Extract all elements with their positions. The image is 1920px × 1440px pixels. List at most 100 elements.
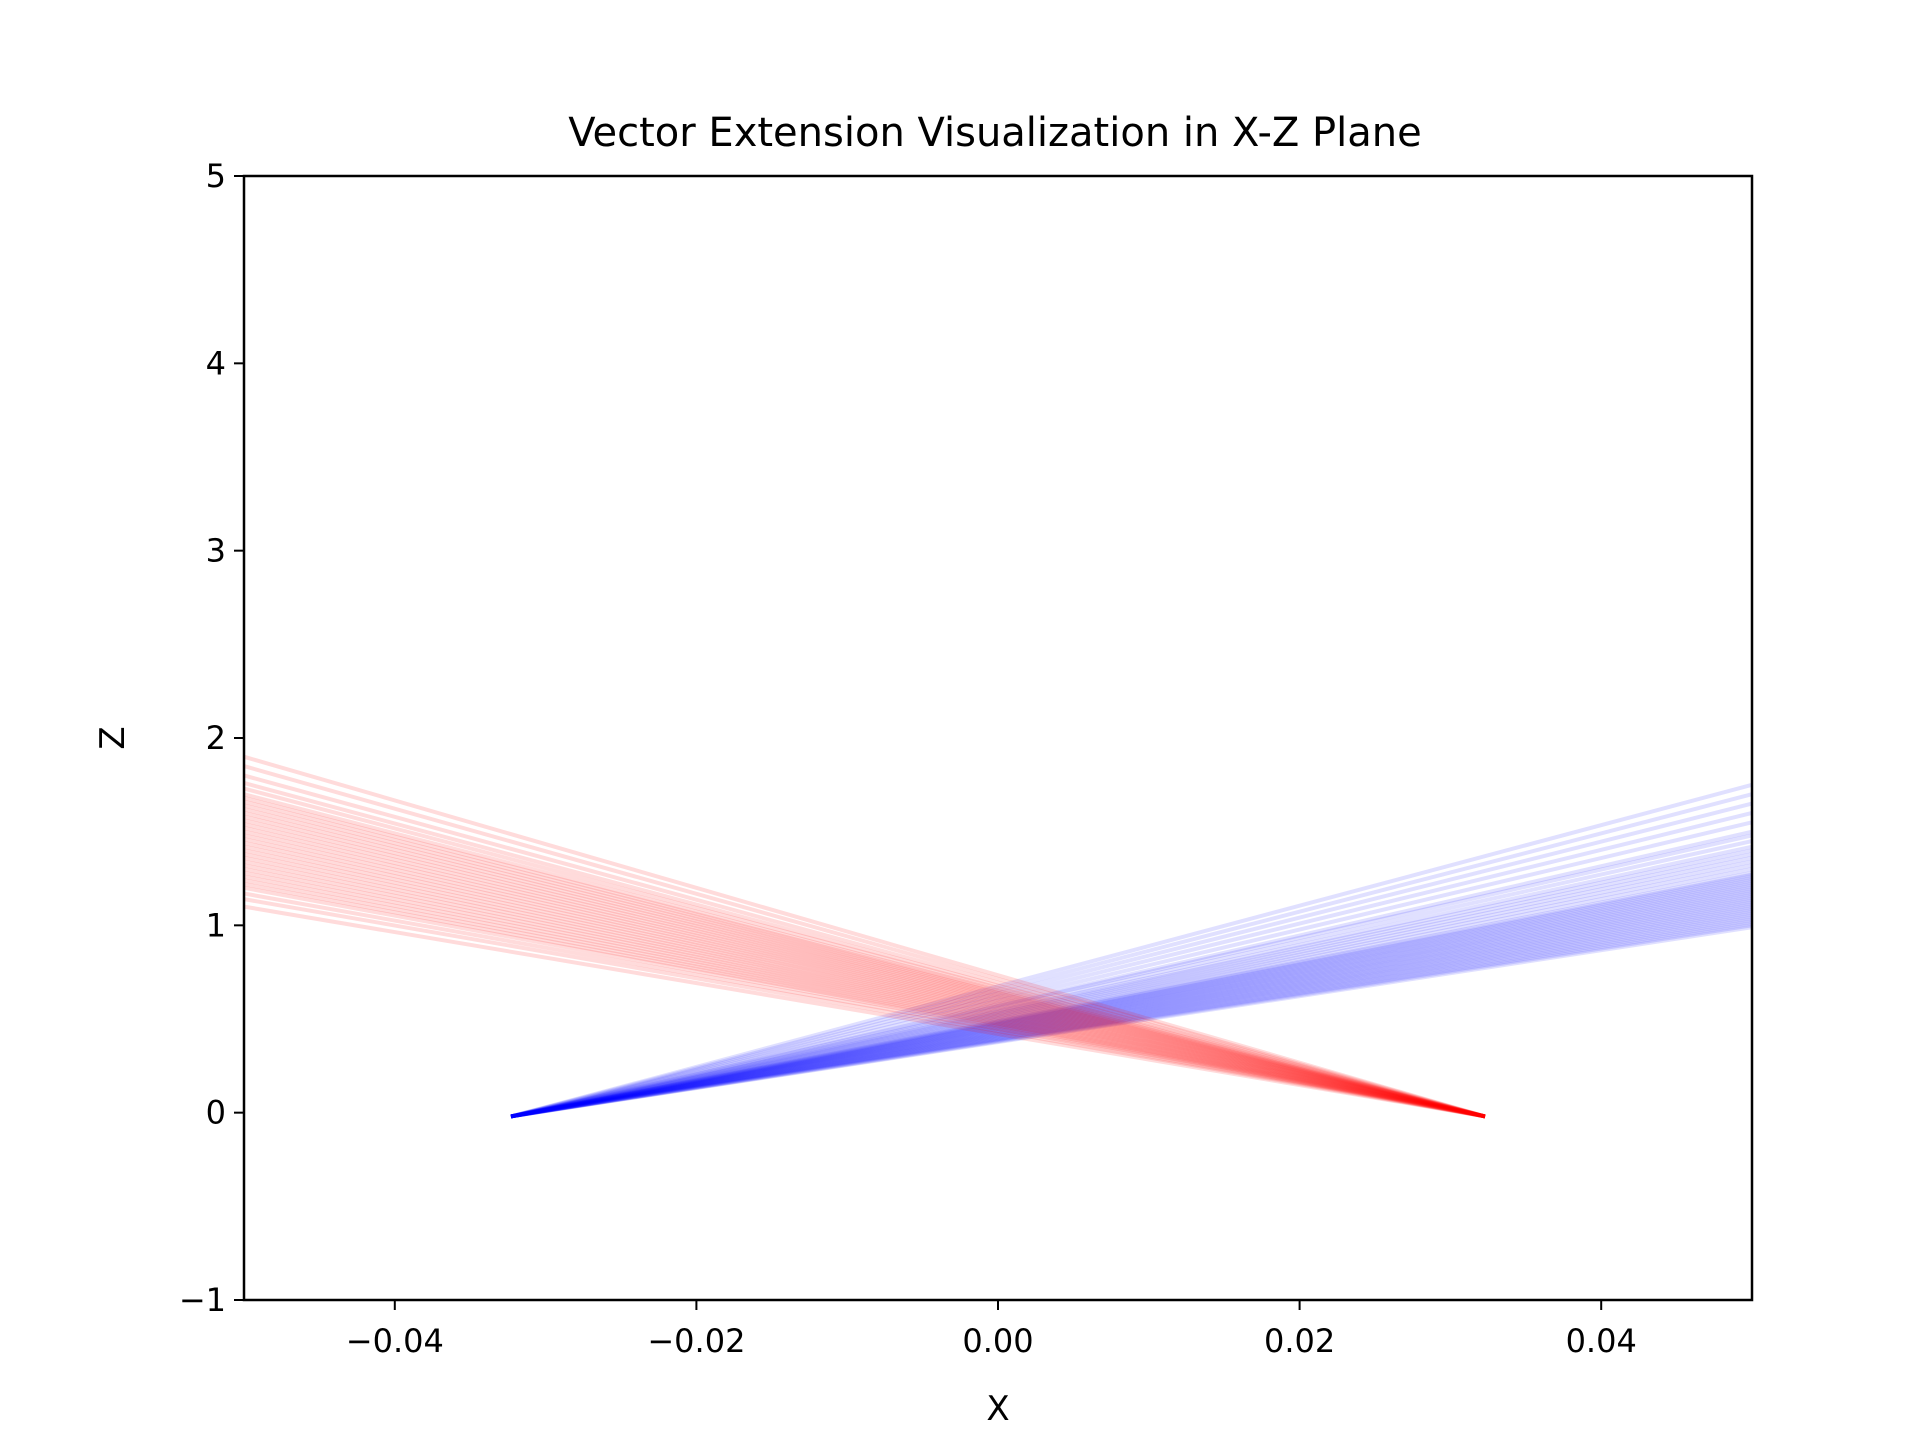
series-line [244, 829, 1486, 1119]
series-line [510, 852, 1752, 1119]
series-line [510, 801, 1752, 1119]
series-line [244, 799, 1486, 1119]
series-line [244, 818, 1486, 1119]
series-line [510, 913, 1752, 1119]
series-line [510, 919, 1752, 1119]
y-tick-label: −1 [179, 1281, 226, 1319]
series-line [244, 814, 1486, 1119]
x-tick-label: −0.02 [647, 1322, 745, 1360]
series-line [244, 867, 1486, 1119]
series-line [244, 781, 1486, 1119]
series-line [510, 863, 1752, 1119]
series-layer [244, 754, 1752, 1119]
series-blue_series [510, 782, 1752, 1119]
series-line [510, 870, 1752, 1119]
series-line [510, 867, 1752, 1119]
series-line [244, 810, 1486, 1119]
series-line [510, 915, 1752, 1119]
series-line [510, 876, 1752, 1119]
series-line [244, 822, 1486, 1119]
series-line [244, 870, 1486, 1119]
series-line [510, 900, 1752, 1119]
series-line [510, 917, 1752, 1119]
series-line [244, 874, 1486, 1119]
series-line [244, 803, 1486, 1119]
series-line [510, 923, 1752, 1119]
x-axis-label: X [986, 1389, 1009, 1429]
series-line [510, 839, 1752, 1119]
series-line [510, 848, 1752, 1119]
series-line [244, 840, 1486, 1119]
series-line [244, 885, 1486, 1119]
y-axis-label: Z [93, 726, 133, 749]
series-line [510, 855, 1752, 1119]
series-line [510, 904, 1752, 1119]
series-line [510, 882, 1752, 1119]
series-line [510, 820, 1752, 1119]
series-line [244, 897, 1486, 1119]
series-line [510, 895, 1752, 1119]
series-line [244, 792, 1486, 1119]
series-line [244, 833, 1486, 1119]
series-line [510, 887, 1752, 1119]
series-line [510, 829, 1752, 1119]
series-line [510, 912, 1752, 1119]
series-line [244, 837, 1486, 1119]
series-line [244, 807, 1486, 1119]
x-tick-label: 0.04 [1566, 1322, 1637, 1360]
series-line [510, 906, 1752, 1119]
series-line [244, 786, 1486, 1119]
y-tick-label: 4 [206, 344, 226, 382]
series-line [510, 833, 1752, 1119]
series-line [244, 844, 1486, 1119]
series-line [244, 773, 1486, 1119]
series-line [510, 910, 1752, 1119]
series-line [244, 852, 1486, 1119]
series-line [510, 878, 1752, 1119]
series-line [244, 904, 1486, 1119]
y-tick-label: 0 [206, 1094, 226, 1132]
y-tick-label: 3 [206, 532, 226, 570]
series-line [510, 859, 1752, 1119]
series-line [510, 908, 1752, 1119]
series-line [510, 899, 1752, 1119]
series-line [244, 891, 1486, 1119]
series-line [244, 882, 1486, 1119]
series-line [510, 893, 1752, 1119]
series-line [244, 848, 1486, 1119]
series-line [510, 872, 1752, 1119]
y-axis-ticks: −1 0 1 2 3 4 5 [179, 157, 244, 1319]
series-line [510, 792, 1752, 1119]
x-tick-label: −0.04 [346, 1322, 444, 1360]
series-line [510, 782, 1752, 1119]
series-line [510, 921, 1752, 1119]
series-line [244, 855, 1486, 1119]
series-line [510, 884, 1752, 1119]
series-line [244, 825, 1486, 1119]
series-line [244, 863, 1486, 1119]
x-axis-ticks: −0.04 −0.02 0.00 0.02 0.04 [346, 1300, 1637, 1360]
series-line [510, 925, 1752, 1119]
series-line [510, 891, 1752, 1119]
plot-frame [242, 174, 1754, 1302]
series-line [510, 874, 1752, 1119]
series-line [510, 810, 1752, 1119]
chart-title: Vector Extension Visualization in X-Z Pl… [568, 110, 1421, 156]
series-red_series [244, 754, 1486, 1119]
y-tick-label: 5 [206, 157, 226, 195]
y-tick-label: 1 [206, 906, 226, 944]
series-line [510, 889, 1752, 1119]
series-line [510, 897, 1752, 1119]
series-line [244, 764, 1486, 1119]
series-line [244, 859, 1486, 1119]
y-tick-label: 2 [206, 719, 226, 757]
x-tick-label: 0.00 [962, 1322, 1033, 1360]
series-line [244, 878, 1486, 1119]
series-line [510, 902, 1752, 1119]
series-line [510, 880, 1752, 1119]
series-line [510, 844, 1752, 1119]
x-tick-label: 0.02 [1264, 1322, 1335, 1360]
series-line [244, 796, 1486, 1119]
